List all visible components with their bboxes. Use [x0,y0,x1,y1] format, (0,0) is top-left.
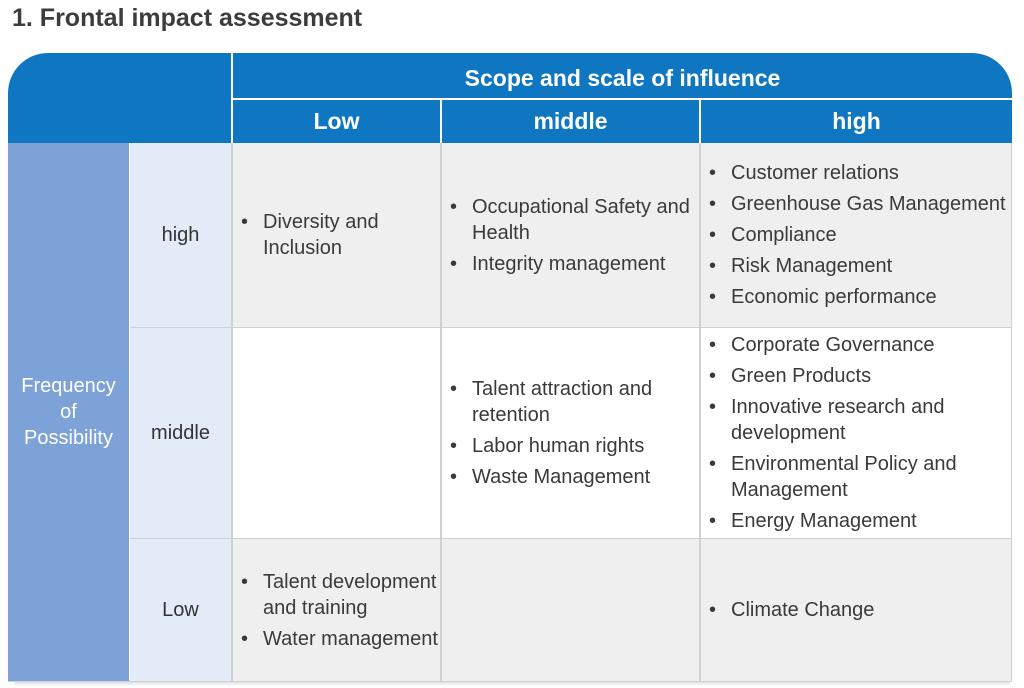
list-item: Environmental Policy and Management [701,451,1012,503]
list-item: Green Products [701,363,1012,389]
cell-high-low: Diversity and Inclusion [233,143,440,327]
header-divider [231,53,233,143]
list-item: Integrity management [442,251,699,277]
col-header-low: Low [313,108,360,134]
row-label-middle: middle [130,328,231,538]
cell-low-high: Climate Change [701,539,1012,681]
cell-middle-middle: Talent attraction and retention Labor hu… [442,328,699,538]
list-item: Energy Management [701,508,1012,534]
col-header-high: high [832,108,881,134]
page-title: 1. Frontal impact assessment [12,4,363,32]
list-item: Talent attraction and retention [442,376,699,428]
row-label-low: Low [130,539,231,681]
grid-line [231,143,233,681]
grid-line [130,538,1012,539]
header-divider [440,100,442,143]
list-item: Innovative research and development [701,394,1012,446]
side-label-line: Possibility [24,427,113,449]
list-item: Compliance [701,222,1006,248]
cell-middle-low [233,328,440,538]
grid-line [130,327,1012,328]
cell-low-low: Talent development and training Water ma… [233,539,440,681]
list-item: Water management [233,626,440,652]
list-item: Greenhouse Gas Management [701,191,1006,217]
grid-line [699,143,701,681]
list-item: Diversity and Inclusion [233,209,440,261]
cell-middle-high: Corporate Governance Green Products Inno… [701,328,1012,538]
grid-line [8,681,1012,682]
cell-low-middle [442,539,699,681]
header-divider [699,100,701,143]
list-item: Talent development and training [233,569,440,621]
list-item: Risk Management [701,253,1006,279]
side-label-line: of [60,401,77,423]
scope-header: Scope and scale of influence [464,64,781,91]
cell-high-middle: Occupational Safety and Health Integrity… [442,143,699,327]
list-item: Waste Management [442,464,699,490]
col-header-middle: middle [533,108,608,134]
list-item: Labor human rights [442,433,699,459]
cell-high-high: Customer relations Greenhouse Gas Manage… [701,143,1012,327]
table-shadow [14,680,1010,686]
grid-line [1011,143,1012,681]
list-item: Corporate Governance [701,332,1012,358]
frequency-of-possibility-label: Frequency of Possibility [8,143,129,681]
list-item: Climate Change [701,597,874,623]
side-label-line: Frequency [21,375,116,397]
row-label-high: high [130,143,231,327]
list-item: Economic performance [701,284,1006,310]
header-divider [233,98,1012,100]
list-item: Occupational Safety and Health [442,194,699,246]
grid-line [440,143,442,681]
list-item: Customer relations [701,160,1006,186]
